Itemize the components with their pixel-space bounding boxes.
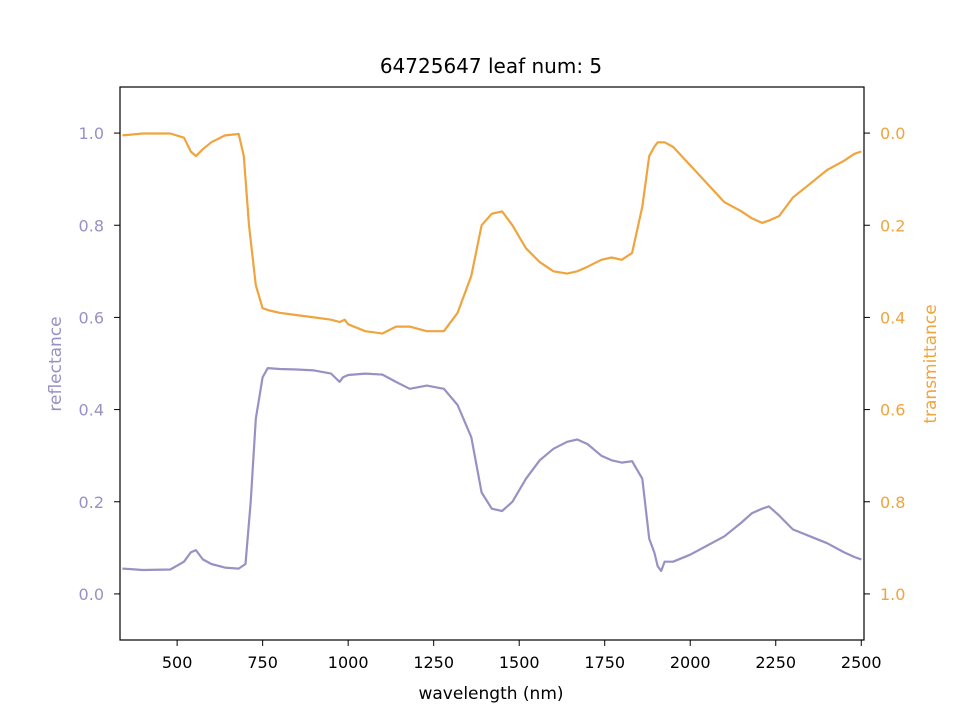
x-axis-label: wavelength (nm) <box>418 684 563 704</box>
x-tick-label: 1250 <box>413 653 454 672</box>
y-right-tick-label: 0.2 <box>880 216 905 235</box>
x-axis: 500 750 1000 1250 1500 1750 2000 2250 2500 <box>162 640 882 672</box>
y-axis-right: 0.0 0.2 0.4 0.6 0.8 1.0 <box>864 124 905 604</box>
y-right-tick-label: 0.6 <box>880 401 905 420</box>
y-left-tick-label: 0.2 <box>79 493 104 512</box>
x-tick-label: 2250 <box>755 653 796 672</box>
y-axis-label-right: transmittance <box>921 304 941 423</box>
y-right-tick-label: 0.0 <box>880 124 905 143</box>
reflectance-line <box>122 367 862 572</box>
y-axis-label-left: reflectance <box>46 316 66 411</box>
transmittance-line <box>122 132 862 335</box>
y-right-tick-label: 0.4 <box>880 308 905 327</box>
x-tick-label: 1750 <box>584 653 625 672</box>
y-left-tick-label: 1.0 <box>79 124 104 143</box>
plot-frame <box>119 86 865 641</box>
y-left-tick-label: 0.4 <box>79 401 104 420</box>
y-right-tick-label: 0.8 <box>880 493 905 512</box>
x-tick-label: 1000 <box>328 653 369 672</box>
y-right-tick-label: 1.0 <box>880 585 905 604</box>
y-left-tick-label: 0.6 <box>79 308 104 327</box>
y-axis-left: 0.0 0.2 0.4 0.6 0.8 1.0 <box>79 124 120 604</box>
x-tick-label: 500 <box>162 653 193 672</box>
y-left-tick-label: 0.8 <box>79 216 104 235</box>
x-tick-label: 2000 <box>670 653 711 672</box>
series-layer <box>122 132 862 572</box>
x-tick-label: 1500 <box>499 653 540 672</box>
x-tick-label: 750 <box>247 653 278 672</box>
y-left-tick-label: 0.0 <box>79 585 104 604</box>
chart-title: 64725647 leaf num: 5 <box>380 54 602 78</box>
x-tick-label: 2500 <box>841 653 882 672</box>
